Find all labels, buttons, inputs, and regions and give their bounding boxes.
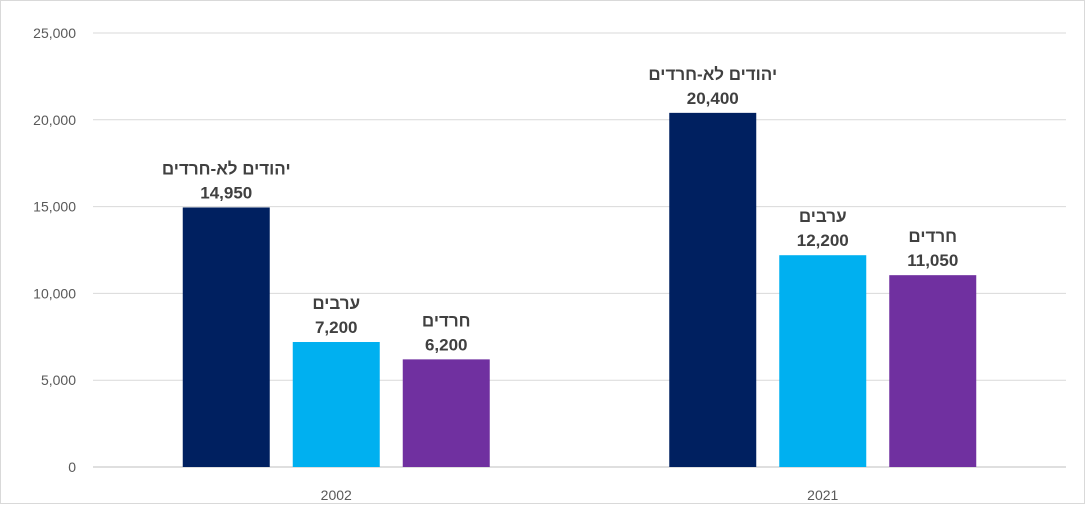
y-tick-label: 10,000 [33,285,76,301]
bar [402,359,490,467]
x-tick-label: 2002 [321,487,352,503]
bar-value-label: 11,050 [907,251,958,270]
bar [292,342,380,467]
bar-series-label: יהודים לא-חרדים [162,159,291,178]
bar [182,207,270,467]
bar-series-label: חרדים [422,311,471,330]
y-tick-label: 20,000 [33,112,76,128]
bar [779,255,867,467]
bar-series-label: ערבים [799,207,847,226]
bar [669,112,757,467]
bar-value-label: 14,950 [200,183,252,202]
y-tick-label: 5,000 [41,372,76,388]
y-tick-label: 0 [68,459,76,475]
bar-value-label: 6,200 [425,335,468,354]
bar-value-label: 12,200 [797,231,849,250]
bar [889,275,977,467]
y-tick-label: 15,000 [33,199,76,215]
bar-value-label: 7,200 [315,318,358,337]
y-tick-label: 25,000 [33,25,76,41]
bar-series-label: יהודים לא-חרדים [648,65,777,84]
bar-series-label: ערבים [312,294,360,313]
x-tick-label: 2021 [807,487,838,503]
bar-value-label: 20,400 [687,89,739,108]
bar-series-label: חרדים [908,227,957,246]
